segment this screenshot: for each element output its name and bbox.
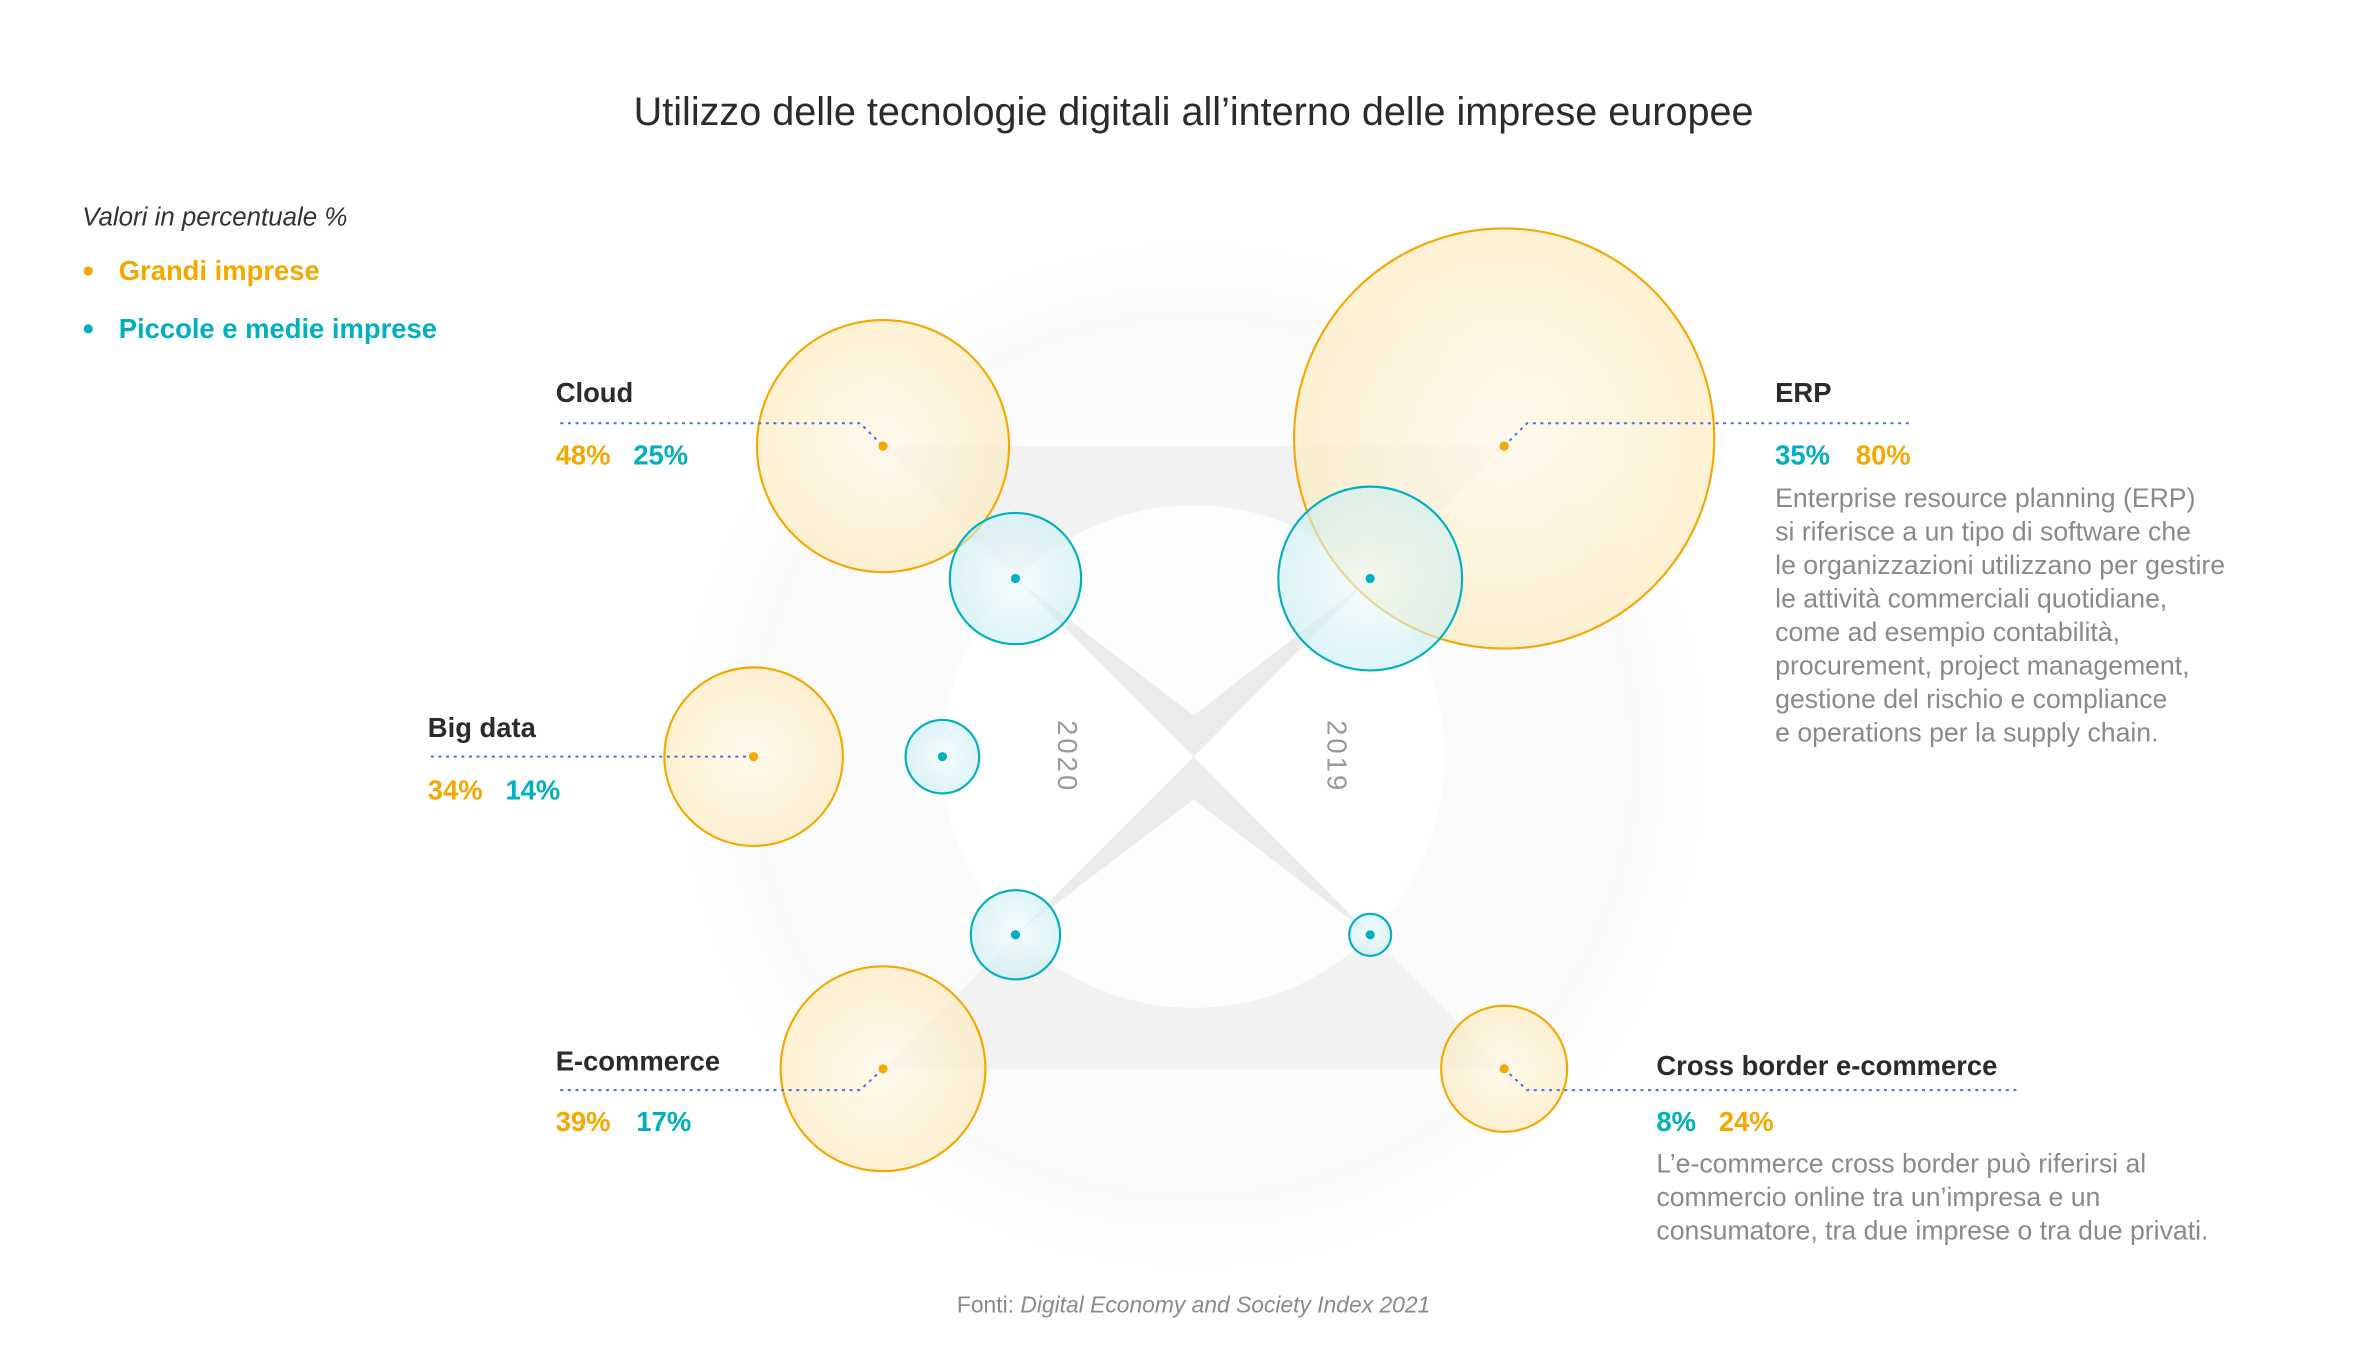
connector-cross-border	[1503, 1068, 2021, 1092]
year-label-2019: 2019	[1322, 720, 1353, 793]
value-ecommerce-sme: 17%	[636, 1106, 691, 1137]
erp-desc-line: gestione del rischio e compliance	[1775, 684, 2167, 714]
bubble-center-dot-big-data-sme	[937, 752, 947, 762]
source-name: Digital Economy and Society Index 2021	[1020, 1291, 1430, 1317]
legend-dot-sme	[83, 324, 93, 334]
erp-desc-line: si riferisce a un tipo di software che	[1775, 516, 2191, 546]
erp-desc-line: le attività commerciali quotidiane,	[1775, 583, 2167, 613]
bubble-center-dot-cross-border-e-commerce-sme	[1365, 930, 1375, 940]
erp-desc-line: come ad esempio contabilità,	[1775, 617, 2120, 647]
erp-desc-line: e operations per la supply chain.	[1775, 717, 2158, 747]
year-label-2020: 2020	[1052, 720, 1083, 793]
bubble-center-dot-big-data-large	[749, 752, 759, 762]
cross-border-desc-line: L’e-commerce cross border può riferirsi …	[1656, 1148, 2146, 1178]
erp-desc-line: Enterprise resource planning (ERP)	[1775, 483, 2195, 513]
chart-title: Utilizzo delle tecnologie digitali all’i…	[634, 90, 1754, 134]
value-erp-sme: 35%	[1775, 439, 1830, 470]
value-erp-large: 80%	[1856, 439, 1911, 470]
value-ecommerce-large: 39%	[556, 1106, 611, 1137]
cross-border-description: L’e-commerce cross border può riferirsi …	[1656, 1148, 2208, 1245]
bubble-center-dot-cloud-large	[878, 441, 888, 451]
cross-border-desc-line: consumatore, tra due imprese o tra due p…	[1656, 1215, 2208, 1245]
value-big-data-large: 34%	[428, 774, 483, 805]
connector-cloud	[560, 422, 884, 447]
erp-description: Enterprise resource planning (ERP) si ri…	[1775, 483, 2225, 747]
bubble-center-dot-e-commerce-sme	[1010, 930, 1021, 940]
cross-border-desc-line: commercio online tra un’impresa e un	[1656, 1182, 2100, 1212]
connector-erp	[1503, 422, 1911, 447]
source-prefix: Fonti:	[957, 1291, 1014, 1317]
x-shade-1	[1015, 578, 1371, 757]
label-erp: ERP	[1775, 377, 1831, 408]
label-cloud: Cloud	[556, 377, 634, 408]
label-cross-border: Cross border e-commerce	[1656, 1050, 1997, 1081]
legend-dot-large	[83, 266, 93, 276]
value-cross-border-large: 24%	[1719, 1106, 1774, 1137]
bubble-center-dot-erp-large	[1499, 441, 1509, 451]
value-cloud-sme: 25%	[633, 439, 688, 470]
connector-ecommerce	[560, 1068, 884, 1092]
value-big-data-sme: 14%	[505, 774, 560, 805]
bubble-center-dot-cloud-sme	[1010, 573, 1021, 584]
value-cross-border-sme: 8%	[1656, 1106, 1696, 1137]
label-ecommerce: E-commerce	[556, 1045, 720, 1076]
bubble-center-dot-e-commerce-large	[878, 1064, 888, 1074]
source-note: Fonti: Digital Economy and Society Index…	[957, 1291, 1430, 1317]
label-big-data: Big data	[428, 712, 537, 743]
bubble-center-dot-erp-sme	[1365, 573, 1375, 584]
value-cloud-large: 48%	[556, 439, 611, 470]
erp-desc-line: procurement, project management,	[1775, 650, 2189, 680]
legend-large: Grandi imprese	[119, 255, 320, 286]
legend-sme: Piccole e medie imprese	[119, 313, 437, 344]
x-shade-2	[1015, 756, 1371, 935]
units-note: Valori in percentuale %	[82, 203, 347, 231]
erp-desc-line: le organizzazioni utilizzano per gestire	[1775, 550, 2225, 580]
bubble-center-dot-cross-border-e-commerce-large	[1499, 1064, 1509, 1074]
center-dots-layer	[749, 441, 1509, 1074]
